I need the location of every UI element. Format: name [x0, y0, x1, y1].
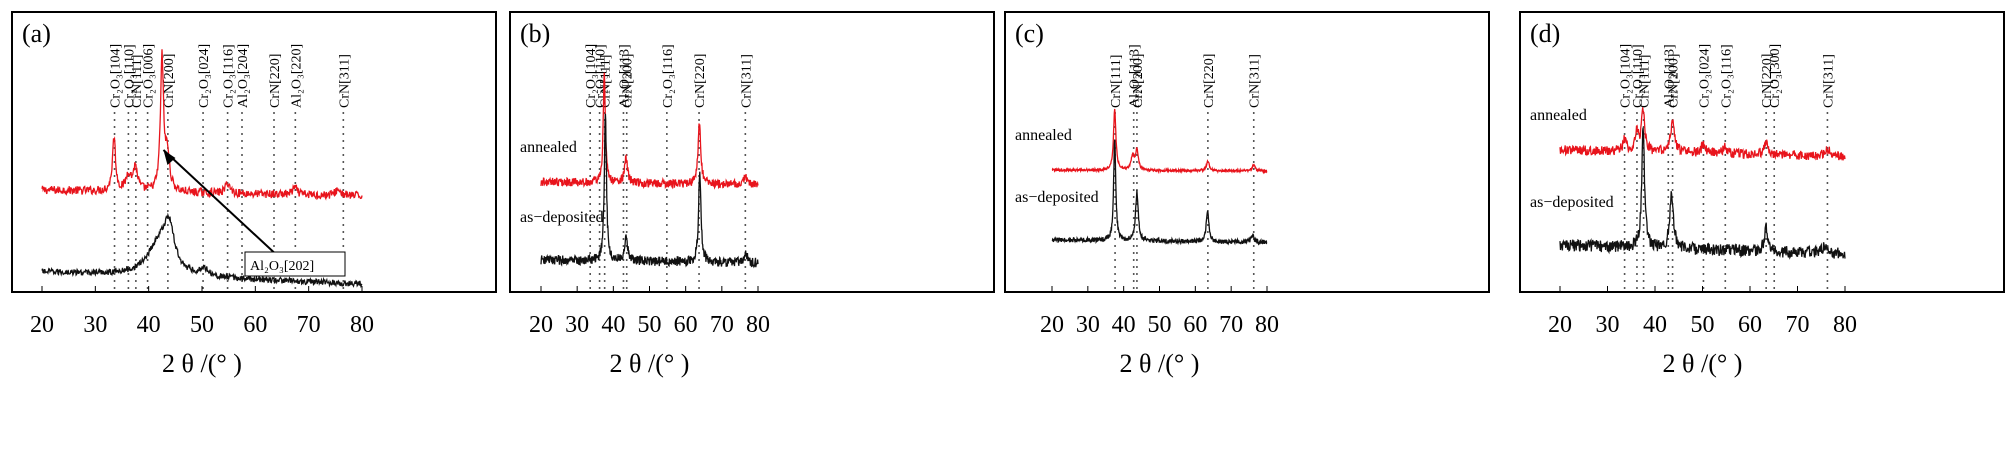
- x-tick-label: 60: [674, 312, 698, 338]
- panel-frame: [11, 11, 497, 293]
- annotation-arrowhead: [163, 150, 176, 165]
- reference-label: CrN[200]: [621, 54, 636, 108]
- reference-label: CrN[311]: [337, 54, 352, 108]
- x-tick-label: 30: [83, 312, 107, 338]
- series-label-annealed: annealed: [1015, 127, 1072, 144]
- x-tick-label: 80: [350, 312, 374, 338]
- reference-label: CrN[220]: [1202, 54, 1217, 108]
- reference-label: CrN[311]: [1821, 54, 1836, 108]
- panel-c: (c) CrN[111] Al₂O₃[113]CrN[200] CrN[220] CrN…: [1004, 11, 1490, 378]
- reference-label: CrN[220]: [268, 54, 283, 108]
- reference-label: CrN[311]: [739, 54, 754, 108]
- x-tick-label: 60: [243, 312, 267, 338]
- x-tick-label: 70: [1219, 312, 1243, 338]
- reference-label: CrN[200]: [1131, 54, 1146, 108]
- x-axis-title: 2 θ /(° ): [162, 349, 242, 378]
- reference-label: CrN[111]: [599, 55, 614, 108]
- reference-label: CrN[220]: [693, 54, 708, 108]
- panel-a: (a) Cr₂O₃[104]Cr₂O₃[110]CrN[111]Cr₂O₃[006…: [11, 11, 497, 378]
- x-tick-label: 30: [565, 312, 589, 338]
- reference-label: CrN[111]: [130, 55, 145, 108]
- x-tick-label: 60: [1183, 312, 1207, 338]
- panel-d: (d) Cr₂O₃[104]Cr₂O₃[110]CrN[111] Al₂O₃[113…: [1519, 11, 2005, 378]
- x-tick-label: 80: [746, 312, 770, 338]
- panel-frame: [509, 11, 995, 293]
- x-tick-label: 60: [1738, 312, 1762, 338]
- series-line-as-deposited: [540, 113, 759, 269]
- reference-label: Cr₂O₃[104]: [584, 44, 599, 108]
- series-label-as-deposited: as−deposited: [1530, 194, 1614, 211]
- x-tick-label: 80: [1255, 312, 1279, 338]
- x-tick-label: 70: [710, 312, 734, 338]
- reference-label: CrN[111]: [1109, 55, 1124, 108]
- x-tick-label: 20: [30, 312, 54, 338]
- x-tick-label: 50: [1148, 312, 1172, 338]
- reference-label: Al₂O₃[113]: [1662, 44, 1677, 108]
- series-line-annealed: [41, 49, 363, 201]
- series-line-as-deposited: [41, 212, 363, 289]
- panel-label: (a): [22, 19, 51, 48]
- panel-b: (b)Cr₂O₃[104]Cr₂O₃[110]CrN[111] Al₂O₃[113…: [509, 11, 995, 378]
- series-line-as-deposited: [1559, 127, 1846, 260]
- panel-label: (d): [1530, 19, 1560, 48]
- panel-label: (c): [1015, 19, 1044, 48]
- reference-label: CrN[200]: [162, 54, 177, 108]
- reference-label: CrN[111]: [1638, 55, 1653, 108]
- reference-label: Al₂O₃[113]: [617, 44, 632, 108]
- reference-label: Cr₂O₃[006]: [142, 44, 157, 108]
- x-tick-label: 20: [529, 312, 553, 338]
- reference-label: Cr₂O₃[110]: [122, 44, 137, 108]
- reference-label: Cr₂O₃[110]: [1631, 44, 1646, 108]
- series-label-as-deposited: as−deposited: [520, 209, 604, 226]
- series-line-annealed: [1051, 108, 1268, 175]
- x-axis-title: 2 θ /(° ): [1120, 349, 1200, 378]
- x-tick-label: 80: [1833, 312, 1857, 338]
- annotation-box: [244, 251, 346, 277]
- reference-label: Cr₂O₃[104]: [109, 44, 124, 108]
- reference-label: Al₂O₃[113]: [1128, 44, 1143, 108]
- series-label-as-deposited: as−deposited: [1015, 189, 1099, 206]
- x-tick-label: 40: [1643, 312, 1667, 338]
- x-tick-label: 20: [1548, 312, 1572, 338]
- reference-label: Al₂O₃[220]: [289, 44, 304, 108]
- reference-label: CrN[220]: [1760, 54, 1775, 108]
- x-tick-label: 40: [137, 312, 161, 338]
- series-label-annealed: annealed: [520, 139, 577, 156]
- x-tick-label: 40: [1112, 312, 1136, 338]
- x-axis-title: 2 θ /(° ): [610, 349, 690, 378]
- series-line-as-deposited: [1051, 139, 1268, 246]
- reference-label: Cr₂O₃[104]: [1619, 44, 1634, 108]
- x-tick-label: 30: [1076, 312, 1100, 338]
- panel-label: (b): [520, 19, 550, 48]
- reference-label: Al₂O₃[204]: [236, 44, 251, 108]
- series-line-annealed: [540, 72, 759, 190]
- reference-label: Cr₂O₃[024]: [1697, 44, 1712, 108]
- reference-label: Cr₂O₃[116]: [1719, 44, 1734, 108]
- x-tick-label: 40: [601, 312, 625, 338]
- x-tick-label: 20: [1040, 312, 1064, 338]
- reference-label: CrN[311]: [1248, 54, 1263, 108]
- x-tick-label: 30: [1596, 312, 1620, 338]
- series-label-annealed: annealed: [1530, 107, 1587, 124]
- reference-label: Cr₂O₃[116]: [661, 44, 676, 108]
- x-tick-label: 50: [638, 312, 662, 338]
- annotation-label: Al₂O₃[202]: [250, 259, 314, 274]
- reference-label: Cr₂O₃[024]: [197, 44, 212, 108]
- x-axis-title: 2 θ /(° ): [1663, 349, 1743, 378]
- x-tick-label: 50: [1691, 312, 1715, 338]
- series-line-annealed: [1559, 107, 1846, 162]
- reference-label: CrN[200]: [1667, 54, 1682, 108]
- x-tick-label: 70: [297, 312, 321, 338]
- annotation-arrow: [162, 149, 281, 259]
- x-tick-label: 70: [1786, 312, 1810, 338]
- reference-label: Cr₂O₃[116]: [222, 44, 237, 108]
- x-tick-label: 50: [190, 312, 214, 338]
- reference-label: Cr₂O₃[300]: [1768, 44, 1783, 108]
- panel-frame: [1004, 11, 1490, 293]
